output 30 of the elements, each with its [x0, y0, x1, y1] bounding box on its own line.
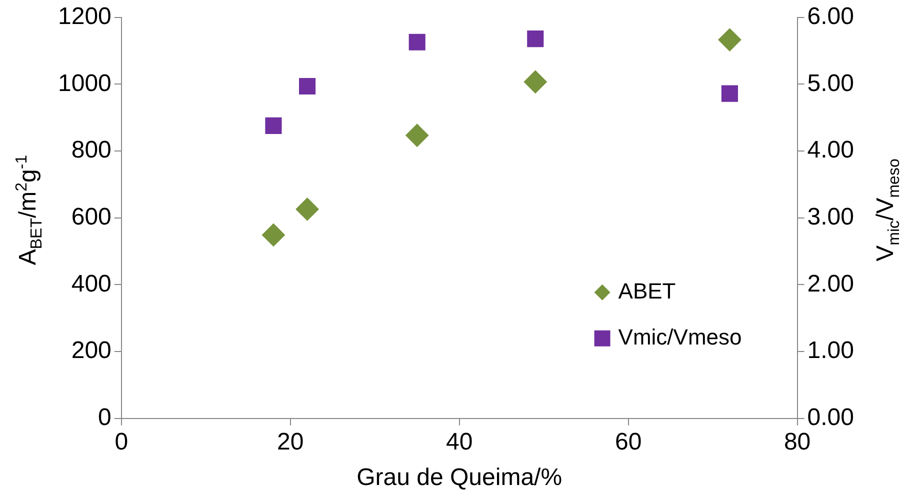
y2-tick-label: 5.00: [807, 70, 854, 97]
y2-tick-label: 2.00: [807, 270, 854, 298]
point: [296, 198, 319, 221]
point: [265, 117, 282, 134]
point: [527, 30, 544, 48]
y-tick-label: 0: [98, 404, 112, 432]
legend-label: ABET: [618, 278, 676, 304]
y-tick-label: 200: [71, 337, 112, 364]
y-tick-label: 1200: [58, 3, 112, 30]
y2-tick-label: 3.00: [807, 204, 854, 231]
point: [408, 34, 426, 50]
point: [298, 78, 316, 95]
point: [406, 124, 429, 147]
y2-tick-label: 4.00: [807, 136, 854, 164]
point: [262, 223, 285, 246]
x-tick-label: 0: [114, 428, 128, 456]
point: [721, 85, 738, 102]
y-tick-label: 600: [71, 204, 112, 231]
y-tick-label: 800: [71, 136, 112, 164]
y2-tick-label: 1.00: [807, 337, 854, 364]
y-tick-label: 400: [71, 270, 112, 298]
point: [718, 28, 742, 52]
y-tick-label: 1000: [58, 70, 112, 97]
x-tick-label: 40: [446, 428, 473, 456]
x-tick-label: 20: [277, 428, 304, 456]
x-tick-label: 60: [614, 428, 642, 456]
point: [524, 70, 547, 94]
x-axis-title: Grau de Queima/%: [356, 464, 562, 492]
legend-label: Vmic/Vmeso: [618, 324, 742, 350]
y2-tick-label: 6.00: [807, 3, 854, 30]
